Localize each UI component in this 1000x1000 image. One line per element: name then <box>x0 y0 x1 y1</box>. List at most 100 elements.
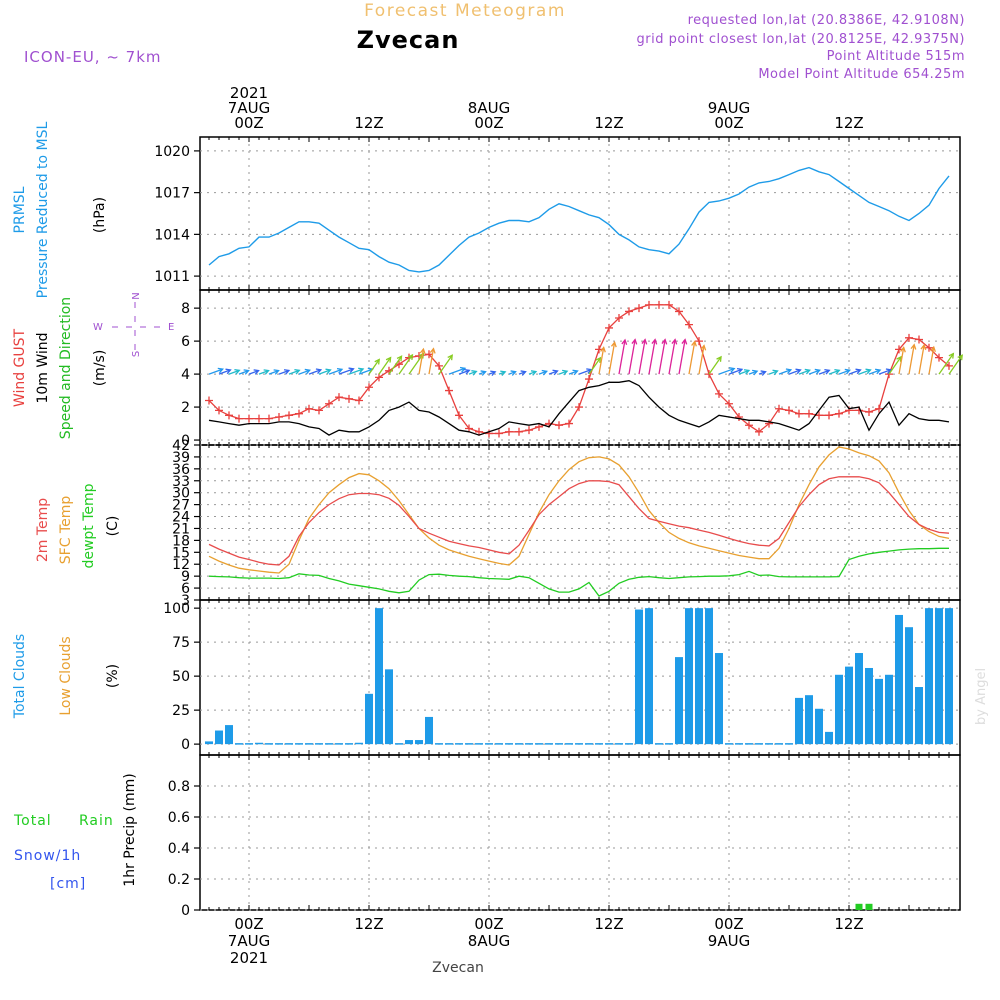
wind-direction-arrowhead <box>572 369 579 376</box>
wind-direction-arrow <box>838 369 850 375</box>
gust-marker <box>225 411 233 420</box>
wind-direction-arrowhead <box>948 352 955 359</box>
wind-direction-arrow <box>678 339 686 375</box>
wind-direction-arrow <box>538 370 547 375</box>
cloud-bar <box>765 743 773 745</box>
wind-direction-arrowhead <box>447 354 453 361</box>
wind-direction-arrowhead <box>407 353 414 360</box>
cloud-bar <box>935 608 943 745</box>
wind-direction-arrowhead <box>552 369 559 376</box>
time-label-top: 2021 <box>230 84 268 102</box>
precip-unit: 1hr Precip (mm) <box>122 773 138 886</box>
y-tick-label: 21 <box>172 521 190 537</box>
wind-direction-arrow <box>698 345 705 375</box>
wind-direction-arrowhead <box>875 368 882 375</box>
gust-marker <box>235 414 243 423</box>
y-tick-label: 12 <box>172 557 190 573</box>
wind-direction-arrow <box>428 348 435 375</box>
gust-marker <box>795 409 803 418</box>
wind-direction-arrowhead <box>471 370 478 376</box>
gust-marker <box>285 411 293 420</box>
requested-coords: requested lon,lat (20.8386E, 42.9108N) <box>688 13 965 28</box>
total-clouds-label: Total Clouds <box>12 634 28 719</box>
wind-direction-arrow <box>278 369 290 375</box>
y-tick-label: 100 <box>163 601 190 617</box>
gust-marker <box>425 350 433 359</box>
wind-direction-arrow <box>398 354 413 375</box>
cloud-bar <box>485 743 493 745</box>
cloud-bar <box>385 669 393 745</box>
wind-direction-arrow <box>408 353 424 375</box>
gust-marker <box>935 353 943 362</box>
gust-marker <box>355 396 363 405</box>
wind-direction-arrow <box>548 370 558 375</box>
time-label-bottom: 00Z <box>474 915 503 933</box>
panel-frame <box>199 289 961 446</box>
cloud-bar <box>595 743 603 745</box>
wind-direction-arrow <box>418 348 425 375</box>
wind-direction-arrow <box>438 354 453 375</box>
wind-direction-arrow <box>618 339 626 375</box>
cloud-bar <box>555 743 563 745</box>
gust-marker <box>365 383 373 392</box>
cloud-bar <box>705 608 713 745</box>
y-tick-label: 15 <box>172 545 190 561</box>
wind-direction-arrowhead <box>253 369 260 375</box>
cloud-bar <box>585 743 593 745</box>
cloud-bar <box>675 657 683 745</box>
cloud-bar <box>445 743 453 745</box>
panel-frame <box>199 444 961 601</box>
gust-marker <box>655 300 663 309</box>
y-tick-label: 36 <box>172 462 190 478</box>
cloud-bar <box>325 743 333 745</box>
gust-marker <box>345 394 353 403</box>
cloud-bar <box>915 687 923 745</box>
snow-label: Snow/1h <box>14 848 81 864</box>
gust-marker <box>785 406 793 415</box>
wind-direction-arrowhead <box>930 345 936 353</box>
wind-direction-arrowhead <box>595 356 602 363</box>
gust-marker <box>695 337 703 346</box>
cloud-bar <box>775 743 783 745</box>
cloud-bar <box>505 743 513 745</box>
time-label-bottom: 12Z <box>594 915 623 933</box>
wind-direction-arrow <box>368 359 380 375</box>
wind-direction-arrowhead <box>429 347 436 354</box>
wind-direction-arrow <box>688 341 696 375</box>
wind-direction-arrowhead <box>348 367 355 374</box>
wind-direction-arrow <box>608 342 616 375</box>
cloud-bar <box>865 667 873 745</box>
y-tick-label: 1017 <box>154 186 190 202</box>
gust-marker <box>295 409 303 418</box>
wind-direction-arrow <box>778 369 792 375</box>
time-label-top: 12Z <box>834 114 863 132</box>
gust-marker <box>755 427 763 436</box>
y-tick-label: 0 <box>181 737 190 753</box>
compass-east: E <box>168 322 174 333</box>
compass-west: W <box>93 322 103 333</box>
gridpoint-coords: grid point closest lon,lat (20.8125E, 42… <box>637 32 965 47</box>
wind-direction-arrowhead <box>814 368 821 375</box>
wind-direction-arrowhead <box>736 367 744 374</box>
wind-direction-arrow <box>828 369 840 375</box>
cloud-bar <box>255 742 263 745</box>
wind-direction-arrow <box>938 353 954 375</box>
cloud-bar <box>365 693 373 745</box>
wind-direction-arrow <box>358 368 373 375</box>
wind-direction-arrowhead <box>896 355 902 362</box>
plot-layer: 1011101410171020024683691215182124273033… <box>154 84 963 967</box>
model-label: ICON-EU, ~ 7km <box>24 48 162 66</box>
wind-direction-arrowhead <box>752 369 759 376</box>
wind-direction-arrow <box>918 345 925 375</box>
cloud-bar <box>745 743 753 745</box>
cloud-bar <box>355 742 363 745</box>
cloud-bar <box>205 741 213 745</box>
y-tick-label: 3 <box>181 593 190 609</box>
cloud-bar <box>515 743 523 745</box>
t2m-line <box>208 476 950 566</box>
gust-marker <box>685 320 693 329</box>
wind-direction-arrowhead <box>795 368 802 375</box>
compass-south: S <box>131 351 142 357</box>
gust-marker <box>635 304 643 313</box>
wind-direction-arrow <box>298 369 310 375</box>
